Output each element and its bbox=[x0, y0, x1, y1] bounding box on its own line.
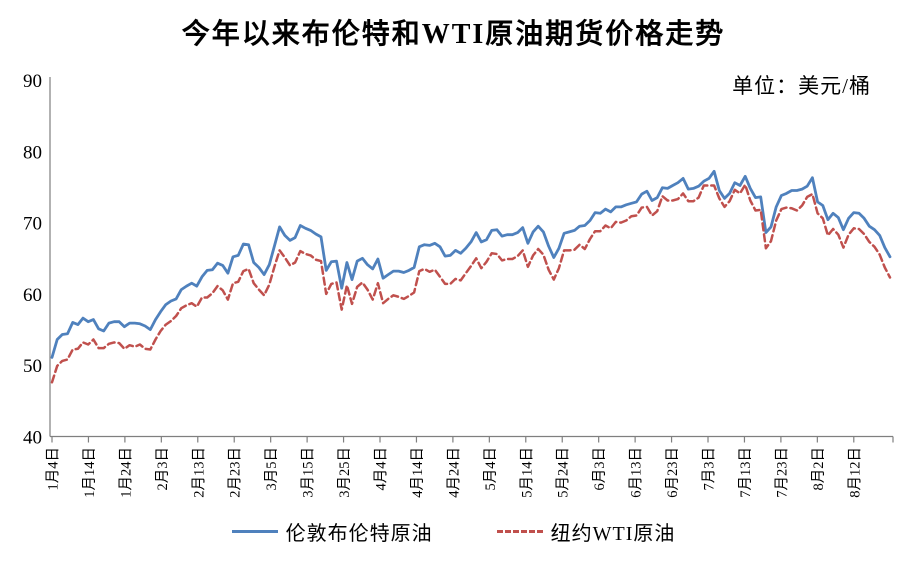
x-axis-tick-label: 8月12日 bbox=[847, 447, 863, 498]
brent-line bbox=[50, 169, 892, 359]
x-axis-tick-label: 6月13日 bbox=[629, 447, 645, 498]
x-axis-tick-label: 3月25日 bbox=[337, 447, 353, 498]
brent-legend-label: 伦敦布伦特原油 bbox=[285, 523, 433, 545]
wti-legend-label: 纽约WTI原油 bbox=[550, 523, 676, 545]
x-axis-tick-label: 1月14日 bbox=[82, 447, 98, 498]
y-axis-tick-label: 60 bbox=[23, 285, 42, 306]
x-axis-tick-label: 7月13日 bbox=[738, 447, 754, 498]
x-axis-tick-label: 2月13日 bbox=[191, 447, 207, 498]
x-axis-tick-label: 8月2日 bbox=[811, 447, 827, 491]
brent-line-swatch bbox=[231, 530, 278, 533]
x-axis-tick-label: 2月3日 bbox=[155, 447, 171, 491]
x-axis-tick-label: 3月5日 bbox=[264, 447, 280, 491]
x-axis-tick-label: 5月4日 bbox=[483, 447, 499, 491]
x-axis-tick-label: 5月24日 bbox=[556, 447, 572, 498]
legend-item-wti: 纽约WTI原油 bbox=[496, 517, 676, 546]
x-axis-tick-label: 7月23日 bbox=[774, 447, 790, 498]
x-axis-tick-label: 4月24日 bbox=[446, 447, 462, 498]
y-axis-tick-label: 40 bbox=[23, 428, 42, 449]
y-axis-tick-label: 70 bbox=[23, 214, 42, 235]
x-axis-tick-label: 6月3日 bbox=[592, 447, 608, 491]
x-axis-tick-label: 1月24日 bbox=[118, 447, 134, 498]
y-axis-tick-label: 90 bbox=[23, 71, 42, 92]
x-axis-tick-label: 6月23日 bbox=[665, 447, 681, 498]
wti-line bbox=[50, 183, 892, 384]
x-axis-tick-label: 5月14日 bbox=[519, 447, 535, 498]
y-axis-tick-label: 50 bbox=[23, 356, 42, 377]
unit-label: 单位：美元/桶 bbox=[732, 74, 871, 98]
x-axis-tick-label: 3月15日 bbox=[301, 447, 317, 498]
chart-title: 今年以来布伦特和WTI原油期货价格走势 bbox=[181, 19, 726, 50]
x-axis-tick-label: 2月23日 bbox=[228, 447, 244, 498]
legend-item-brent: 伦敦布伦特原油 bbox=[231, 517, 433, 546]
wti-line-swatch bbox=[496, 530, 543, 533]
x-axis-tick-label: 4月14日 bbox=[410, 447, 426, 498]
x-axis-tick-label: 4月4日 bbox=[374, 447, 390, 491]
chart-legend: 伦敦布伦特原油 纽约WTI原油 bbox=[0, 517, 907, 546]
x-axis-tick-label: 7月3日 bbox=[702, 447, 718, 491]
y-axis-tick-label: 80 bbox=[23, 142, 42, 163]
x-axis-tick-label: 1月4日 bbox=[46, 447, 62, 491]
